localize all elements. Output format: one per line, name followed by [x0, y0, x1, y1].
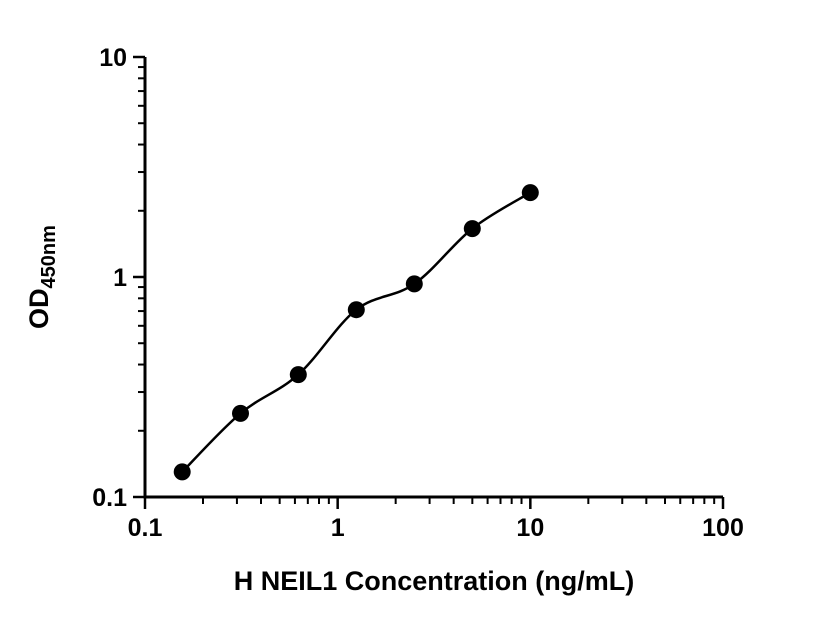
- y-axis-title: OD450nm: [24, 225, 60, 329]
- axes: 0.1 1 10 100 0.1 1 10: [92, 44, 744, 542]
- data-point: [232, 404, 249, 422]
- x-tick-label: 100: [702, 514, 744, 542]
- data-point: [463, 220, 481, 238]
- y-tick-label: 1: [113, 264, 127, 292]
- x-tick-label: 10: [516, 514, 544, 542]
- data-point: [405, 275, 423, 293]
- y-axis-title-main: OD: [24, 288, 54, 329]
- data-point: [347, 301, 365, 319]
- x-tick-label: 0.1: [128, 514, 163, 542]
- y-tick-label: 0.1: [92, 484, 127, 512]
- y-axis-title-subscript: 450nm: [38, 225, 60, 288]
- x-axis-title: H NEIL1 Concentration (ng/mL): [234, 566, 635, 596]
- data-point: [521, 184, 539, 202]
- data-point: [173, 463, 191, 481]
- x-tick-label: 1: [331, 514, 345, 542]
- data-point: [289, 366, 307, 384]
- y-tick-label: 10: [99, 44, 127, 72]
- series-standard-curve: [173, 184, 539, 481]
- plot-area: 0.1 1 10 100 0.1 1 10: [92, 44, 744, 542]
